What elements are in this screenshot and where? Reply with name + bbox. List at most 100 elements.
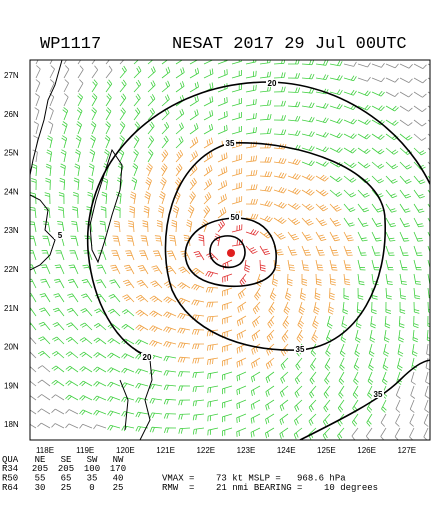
- wind-barb: [367, 385, 373, 399]
- wind-barb: [121, 353, 135, 359]
- table-header: SW: [87, 455, 98, 465]
- wind-barb: [312, 315, 319, 329]
- wind-barb: [222, 301, 233, 311]
- wind-barb: [385, 91, 399, 97]
- wind-barb: [301, 245, 312, 256]
- wind-barb: [398, 329, 404, 343]
- contour-label: 20: [268, 79, 277, 88]
- wind-barb: [121, 396, 135, 403]
- wind-barb: [192, 385, 205, 393]
- wind-barb: [427, 133, 430, 137]
- wind-barb: [395, 399, 401, 413]
- wind-barb: [105, 60, 110, 65]
- wind-barb: [135, 411, 149, 418]
- wind-barb: [121, 411, 135, 417]
- wind-barb: [259, 71, 272, 79]
- wind-barb: [343, 273, 351, 286]
- wind-barb: [217, 97, 228, 107]
- wind-barb: [112, 235, 121, 247]
- wind-barb: [357, 231, 368, 242]
- contour-label: 20: [143, 353, 152, 362]
- wind-barb: [203, 165, 213, 177]
- wind-barb: [107, 367, 121, 373]
- wind-barb: [126, 235, 135, 247]
- wind-barb: [101, 191, 108, 205]
- wind-barb: [339, 357, 345, 371]
- wind-barb: [357, 133, 371, 140]
- wind-barb: [297, 315, 305, 329]
- wind-barb: [217, 219, 225, 233]
- wind-barb: [93, 395, 107, 402]
- stats-line: VMAX = 73 kt MSLP = 968.6 hPa: [162, 474, 346, 484]
- wind-barb: [259, 245, 271, 255]
- wind-barb: [313, 301, 320, 315]
- wind-barb: [245, 198, 258, 205]
- wind-barb: [259, 200, 273, 207]
- wind-barb: [108, 308, 121, 317]
- wind-barb: [191, 314, 205, 321]
- wind-barb: [287, 273, 293, 287]
- wind-barb: [385, 175, 398, 184]
- wind-barb: [329, 60, 343, 67]
- wind-barb: [135, 309, 149, 317]
- wind-barb: [203, 60, 214, 65]
- table-cell: 170: [110, 464, 126, 474]
- table-cell: 205: [32, 464, 48, 474]
- wind-barb: [72, 192, 79, 205]
- wind-barb: [301, 131, 315, 137]
- wind-barb: [266, 329, 275, 342]
- wind-barb: [53, 293, 65, 303]
- wind-barb: [385, 259, 394, 271]
- wind-barb: [413, 245, 423, 256]
- wind-barb: [314, 287, 321, 301]
- wind-barb: [207, 413, 219, 422]
- storm-center: [227, 249, 235, 257]
- wind-barb: [161, 121, 170, 135]
- wind-barb: [293, 427, 303, 440]
- wind-barb: [287, 73, 300, 79]
- wind-barb: [399, 217, 410, 228]
- wind-barb: [222, 329, 233, 339]
- wind-barb: [206, 301, 219, 308]
- wind-barb: [413, 301, 420, 314]
- wind-barb: [222, 413, 233, 423]
- wind-barb: [245, 127, 257, 135]
- wind-barb: [30, 250, 37, 261]
- wind-barb: [410, 371, 416, 385]
- wind-barb: [245, 112, 257, 121]
- wind-barb: [397, 357, 403, 371]
- lat-label: 22N: [4, 265, 19, 274]
- wind-barb: [143, 205, 150, 219]
- wind-barb: [52, 322, 65, 331]
- wind-barb: [54, 278, 65, 289]
- wind-barb: [423, 413, 429, 427]
- wind-barb: [222, 343, 233, 353]
- wind-barb: [39, 307, 51, 317]
- wind-barb: [381, 399, 387, 413]
- wind-barb: [385, 245, 395, 256]
- wind-barb: [294, 413, 303, 426]
- wind-barb: [39, 293, 51, 303]
- wind-barb: [399, 189, 412, 199]
- wind-barb: [399, 301, 406, 314]
- wind-barb: [285, 287, 292, 301]
- wind-barb: [413, 105, 427, 113]
- wind-barb: [96, 264, 107, 275]
- wind-barb: [207, 399, 219, 408]
- wind-barb: [296, 329, 304, 343]
- wind-barb: [273, 86, 286, 93]
- wind-barb: [426, 343, 430, 356]
- contour-label: 35: [296, 345, 305, 354]
- wind-barb: [59, 177, 66, 191]
- lon-label: 124E: [277, 446, 296, 455]
- island: [119, 349, 153, 440]
- wind-barb: [259, 99, 272, 107]
- wind-barb: [231, 98, 242, 107]
- wind-barb: [72, 206, 79, 219]
- wind-barb: [279, 399, 289, 412]
- wind-barb: [273, 115, 286, 121]
- wind-barb: [410, 385, 416, 399]
- wind-barb: [325, 343, 331, 357]
- wind-barb: [236, 343, 247, 354]
- table-cell: 30: [35, 483, 46, 493]
